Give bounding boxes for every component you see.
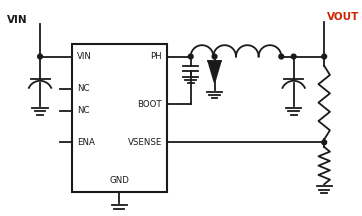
Circle shape (322, 54, 327, 59)
Circle shape (212, 54, 217, 59)
Bar (72, 44, 167, 192)
Text: PH: PH (151, 52, 162, 61)
Text: VIN: VIN (77, 52, 92, 61)
Circle shape (188, 54, 193, 59)
Text: BOOT: BOOT (138, 100, 162, 109)
Text: VOUT: VOUT (327, 12, 359, 22)
Circle shape (279, 54, 284, 59)
Polygon shape (209, 61, 221, 82)
Text: NC: NC (77, 84, 90, 94)
Text: VIN: VIN (7, 15, 27, 25)
Text: GND: GND (109, 176, 129, 185)
Text: ENA: ENA (77, 138, 95, 147)
Circle shape (38, 54, 42, 59)
Circle shape (322, 140, 327, 145)
Text: VSENSE: VSENSE (128, 138, 162, 147)
Circle shape (291, 54, 296, 59)
Text: NC: NC (77, 106, 90, 115)
